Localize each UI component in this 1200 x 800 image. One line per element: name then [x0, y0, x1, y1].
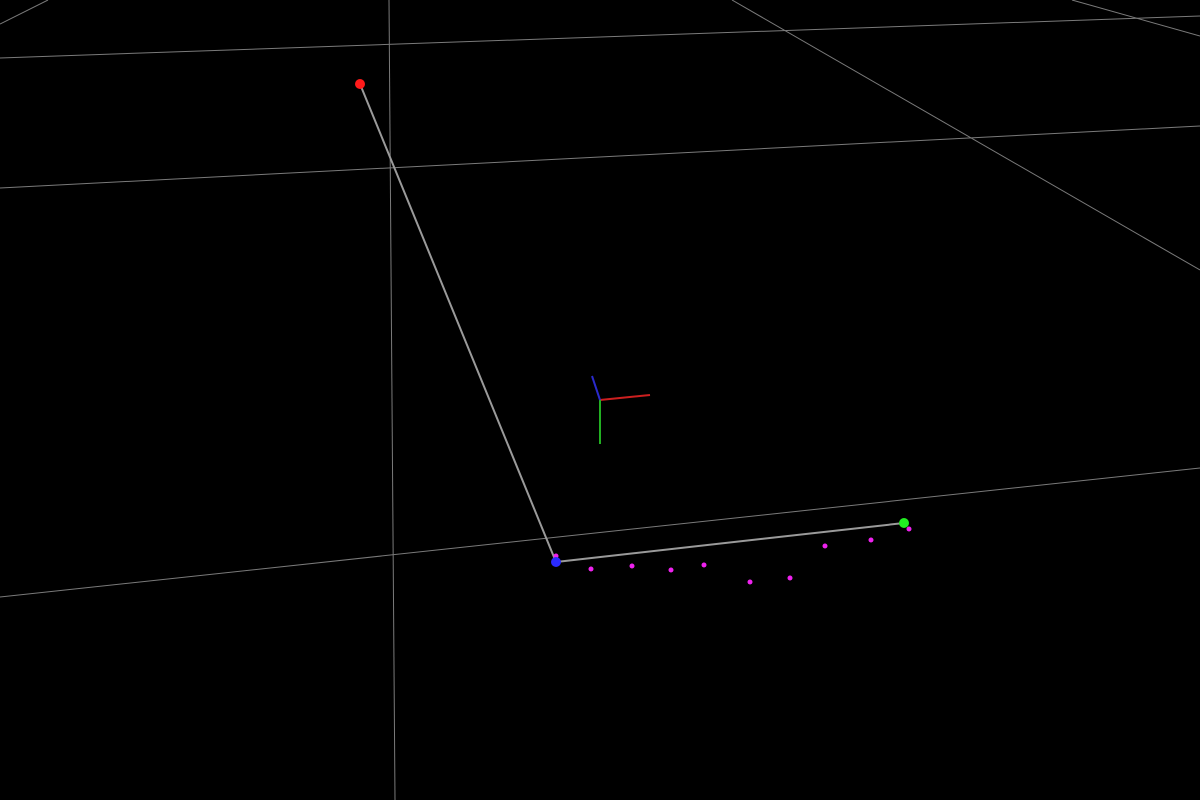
trajectory-path	[359, 83, 905, 563]
x-axis-line	[599, 394, 651, 401]
axes-gizmo	[591, 375, 651, 444]
grid-line	[1071, 0, 1200, 37]
sample-point[interactable]	[822, 543, 828, 549]
grid-line	[0, 125, 1200, 189]
end-marker[interactable]	[899, 518, 909, 528]
grid-line	[388, 0, 396, 800]
sample-point[interactable]	[747, 579, 753, 585]
corner-marker[interactable]	[551, 557, 561, 567]
sample-point[interactable]	[787, 575, 793, 581]
sample-point[interactable]	[906, 526, 912, 532]
sample-points	[553, 520, 912, 585]
sample-point[interactable]	[668, 567, 674, 573]
z-axis-line	[591, 375, 601, 401]
sample-point[interactable]	[629, 563, 635, 569]
path-segment	[555, 522, 905, 563]
sample-point[interactable]	[701, 562, 707, 568]
grid-line	[0, 0, 49, 25]
path-segment	[359, 83, 557, 563]
grid-line	[731, 0, 1200, 271]
sample-point[interactable]	[588, 566, 594, 572]
start-marker[interactable]	[355, 79, 365, 89]
sample-point[interactable]	[868, 537, 874, 543]
grid-line	[0, 467, 1200, 598]
grid-line	[0, 15, 1200, 59]
waypoint-markers	[355, 79, 909, 567]
